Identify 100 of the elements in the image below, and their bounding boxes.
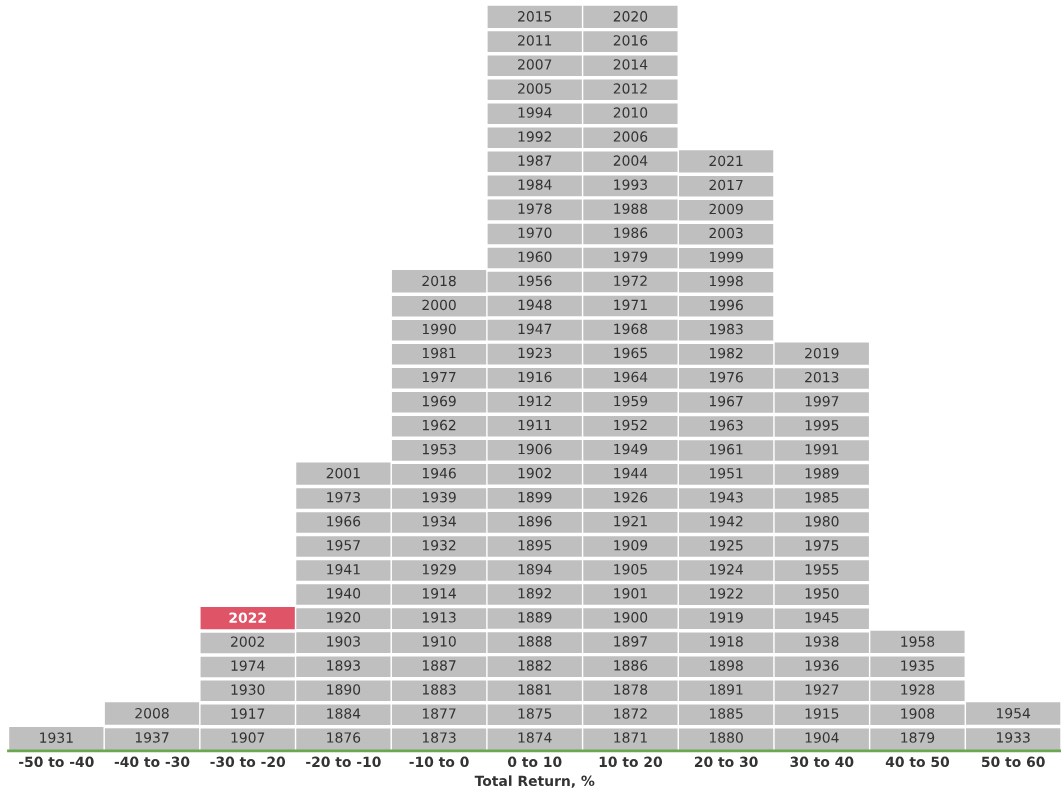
- annotation: 1948: [518, 299, 552, 311]
- annotation: 1902: [518, 467, 552, 479]
- annotation: 1993: [614, 179, 647, 190]
- annotation: 1922: [709, 588, 743, 599]
- annotation: 1971: [614, 299, 647, 311]
- annotation: 1930: [231, 684, 265, 695]
- x-tick-label: 10 to 20: [599, 756, 663, 768]
- annotation: 2019: [805, 347, 839, 359]
- annotation: 2018: [422, 275, 456, 287]
- annotation: 1923: [518, 347, 552, 359]
- annotation: 1877: [422, 708, 456, 719]
- annotation: 2000: [422, 299, 456, 311]
- x-tick-label: -30 to -20: [210, 756, 286, 768]
- annotation: 1909: [614, 539, 648, 551]
- annotation: 1991: [805, 444, 839, 455]
- annotation: 2012: [613, 83, 647, 94]
- annotation: 1876: [327, 732, 361, 743]
- annotation: 1989: [805, 468, 839, 479]
- annotation: 1939: [422, 491, 456, 503]
- annotation: 2015: [518, 11, 552, 22]
- annotation: 1900: [614, 612, 648, 623]
- annotation: 1998: [709, 275, 743, 287]
- annotation: 1887: [422, 660, 456, 671]
- annotation: 1977: [422, 371, 456, 383]
- annotation: 1969: [422, 395, 456, 407]
- x-tick-label: 40 to 50: [885, 756, 950, 768]
- annotation: 1997: [805, 395, 839, 407]
- annotation: 1935: [901, 660, 934, 671]
- annotation: 2010: [613, 107, 648, 118]
- annotation: 2005: [518, 83, 552, 94]
- annotation: 1938: [805, 636, 839, 647]
- annotation: 1963: [709, 419, 743, 431]
- x-tick-label: -40 to -30: [114, 756, 190, 768]
- x-tick-label: -10 to 0: [409, 756, 469, 768]
- annotation: 1970: [518, 227, 552, 238]
- annotation: 1927: [805, 684, 839, 695]
- annotation: 1905: [614, 564, 647, 575]
- annotation: 2003: [709, 227, 743, 239]
- annotation: 2009: [709, 203, 743, 215]
- annotation: 2017: [709, 179, 743, 191]
- annotation: 1962: [422, 419, 456, 431]
- annotation: 1910: [422, 636, 456, 647]
- annotation: 1949: [614, 443, 648, 455]
- annotation: 1979: [614, 251, 648, 263]
- annotation: 1883: [422, 684, 456, 695]
- annotation: 1951: [709, 468, 743, 479]
- annotation: 2004: [613, 155, 648, 166]
- annotation: 1950: [805, 588, 839, 599]
- annotation: 1925: [709, 540, 743, 551]
- annotation: 1879: [901, 732, 935, 743]
- annotation: 1907: [231, 732, 265, 743]
- annotation: 1913: [422, 612, 456, 623]
- annotation: 1940: [327, 588, 361, 599]
- annotation: 1985: [805, 492, 839, 503]
- annotation: 1934: [422, 515, 456, 527]
- annotation: 1890: [327, 684, 361, 695]
- annotation: 1926: [614, 491, 648, 503]
- annotation: 1893: [327, 660, 360, 671]
- x-tick-label: -20 to -10: [306, 756, 381, 768]
- annotation: 1896: [518, 515, 552, 527]
- annotation: 1944: [614, 467, 648, 479]
- annotation: 2020: [613, 11, 648, 22]
- annotation: 1972: [614, 275, 647, 287]
- annotation: 2021: [709, 155, 743, 167]
- x-axis-title: Total Return, %: [474, 775, 595, 788]
- annotation: 1976: [709, 371, 743, 383]
- annotation: 1975: [805, 540, 839, 551]
- annotation: 1904: [805, 732, 839, 743]
- x-tick-label: -50 to -40: [19, 756, 94, 768]
- annotation: 1897: [614, 636, 647, 647]
- annotation: 1878: [614, 684, 648, 695]
- annotation: 1978: [518, 203, 552, 214]
- annotation: 1903: [327, 636, 360, 647]
- x-tick-label: 30 to 40: [790, 756, 854, 768]
- annotation: 1994: [518, 107, 552, 118]
- annotation: 1961: [709, 443, 743, 455]
- annotation: 1995: [805, 420, 839, 431]
- annotation: 1911: [518, 419, 552, 431]
- annotation: 1982: [709, 347, 743, 359]
- annotation: 1984: [518, 179, 552, 190]
- annotation: 1965: [614, 347, 647, 359]
- annotation: 1912: [518, 395, 552, 407]
- annotation: 1957: [327, 540, 360, 551]
- annotation: 1958: [901, 636, 935, 647]
- annotation: 1960: [518, 251, 552, 263]
- annotation: 1933: [997, 732, 1030, 743]
- annotation: 2011: [518, 35, 552, 46]
- annotation: 1941: [327, 564, 360, 575]
- annotation: 1990: [422, 323, 456, 335]
- annotation: 1956: [518, 275, 552, 287]
- annotation: 1980: [805, 516, 839, 527]
- annotation: 1875: [518, 708, 552, 719]
- annotation: 2001: [326, 467, 360, 479]
- annotation: 1999: [709, 251, 743, 263]
- annotation: 1954: [997, 707, 1031, 719]
- annotation: 1955: [805, 564, 839, 575]
- annotation: 1996: [709, 299, 743, 311]
- annotation: 1874: [518, 732, 552, 743]
- annotation: 1873: [422, 732, 456, 743]
- annotation: 1964: [614, 371, 648, 383]
